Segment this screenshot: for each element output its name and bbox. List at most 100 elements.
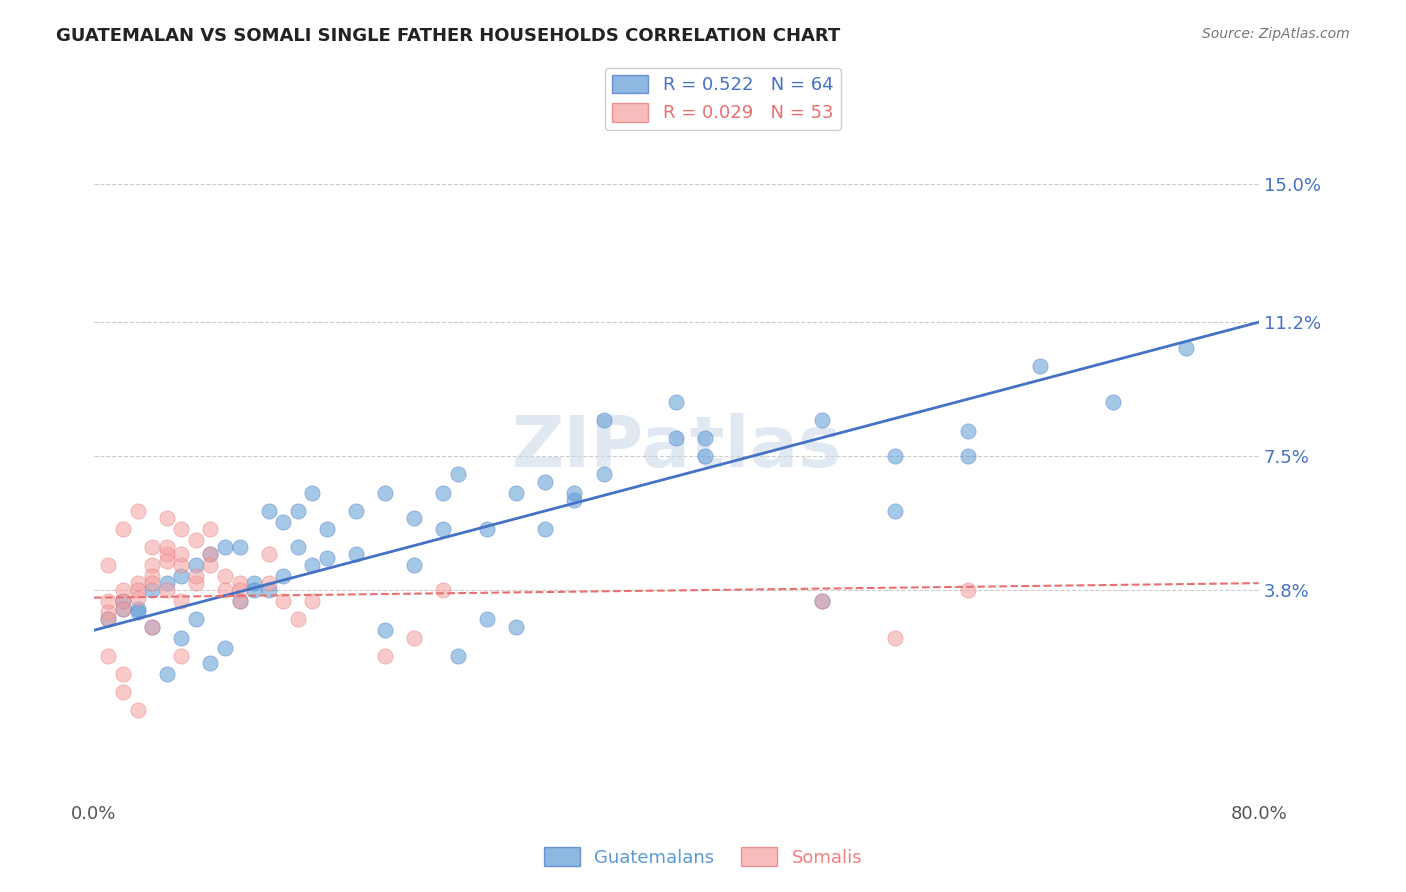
Point	[534, 522, 557, 536]
Point	[127, 605, 149, 619]
Point	[112, 601, 135, 615]
Point	[200, 656, 222, 670]
Point	[811, 594, 834, 608]
Point	[141, 540, 163, 554]
Text: ZIPatlas: ZIPatlas	[512, 413, 841, 482]
Point	[243, 576, 266, 591]
Point	[432, 583, 454, 598]
Point	[315, 550, 337, 565]
Point	[271, 515, 294, 529]
Point	[228, 540, 250, 554]
Point	[257, 547, 280, 561]
Legend: Guatemalans, Somalis: Guatemalans, Somalis	[536, 840, 870, 874]
Point	[156, 511, 179, 525]
Point	[1174, 341, 1197, 355]
Point	[97, 605, 120, 619]
Point	[141, 576, 163, 591]
Point	[200, 547, 222, 561]
Point	[184, 558, 207, 572]
Point	[200, 547, 222, 561]
Point	[811, 413, 834, 427]
Point	[97, 558, 120, 572]
Point	[112, 685, 135, 699]
Point	[243, 583, 266, 598]
Point	[475, 612, 498, 626]
Point	[112, 666, 135, 681]
Point	[432, 485, 454, 500]
Point	[665, 395, 688, 409]
Point	[404, 631, 426, 645]
Point	[156, 554, 179, 568]
Point	[127, 503, 149, 517]
Point	[141, 583, 163, 598]
Point	[214, 569, 236, 583]
Point	[184, 576, 207, 591]
Point	[112, 594, 135, 608]
Point	[956, 450, 979, 464]
Point	[170, 594, 193, 608]
Point	[564, 485, 586, 500]
Point	[170, 648, 193, 663]
Point	[127, 576, 149, 591]
Point	[200, 558, 222, 572]
Point	[811, 594, 834, 608]
Point	[447, 467, 470, 482]
Text: Source: ZipAtlas.com: Source: ZipAtlas.com	[1202, 27, 1350, 41]
Point	[141, 620, 163, 634]
Point	[1029, 359, 1052, 373]
Point	[271, 569, 294, 583]
Point	[141, 558, 163, 572]
Point	[228, 576, 250, 591]
Point	[374, 485, 396, 500]
Point	[665, 431, 688, 445]
Point	[592, 467, 614, 482]
Point	[97, 594, 120, 608]
Point	[97, 612, 120, 626]
Point	[184, 569, 207, 583]
Point	[883, 503, 905, 517]
Point	[127, 703, 149, 717]
Point	[97, 648, 120, 663]
Point	[170, 558, 193, 572]
Point	[447, 648, 470, 663]
Point	[257, 583, 280, 598]
Point	[257, 576, 280, 591]
Text: GUATEMALAN VS SOMALI SINGLE FATHER HOUSEHOLDS CORRELATION CHART: GUATEMALAN VS SOMALI SINGLE FATHER HOUSE…	[56, 27, 841, 45]
Point	[374, 648, 396, 663]
Point	[301, 558, 323, 572]
Point	[315, 522, 337, 536]
Point	[287, 503, 309, 517]
Point	[432, 522, 454, 536]
Point	[141, 620, 163, 634]
Point	[344, 503, 367, 517]
Point	[127, 591, 149, 605]
Point	[374, 624, 396, 638]
Point	[404, 558, 426, 572]
Point	[534, 475, 557, 489]
Point	[112, 583, 135, 598]
Point	[695, 431, 717, 445]
Point	[475, 522, 498, 536]
Point	[592, 413, 614, 427]
Point	[287, 612, 309, 626]
Point	[184, 612, 207, 626]
Point	[404, 511, 426, 525]
Point	[214, 540, 236, 554]
Point	[112, 522, 135, 536]
Point	[228, 583, 250, 598]
Point	[156, 547, 179, 561]
Point	[156, 540, 179, 554]
Point	[127, 583, 149, 598]
Legend: R = 0.522   N = 64, R = 0.029   N = 53: R = 0.522 N = 64, R = 0.029 N = 53	[605, 68, 841, 129]
Point	[214, 583, 236, 598]
Point	[1102, 395, 1125, 409]
Point	[156, 576, 179, 591]
Point	[564, 492, 586, 507]
Point	[141, 569, 163, 583]
Point	[112, 594, 135, 608]
Point	[287, 540, 309, 554]
Point	[170, 631, 193, 645]
Point	[170, 522, 193, 536]
Point	[505, 485, 527, 500]
Point	[883, 450, 905, 464]
